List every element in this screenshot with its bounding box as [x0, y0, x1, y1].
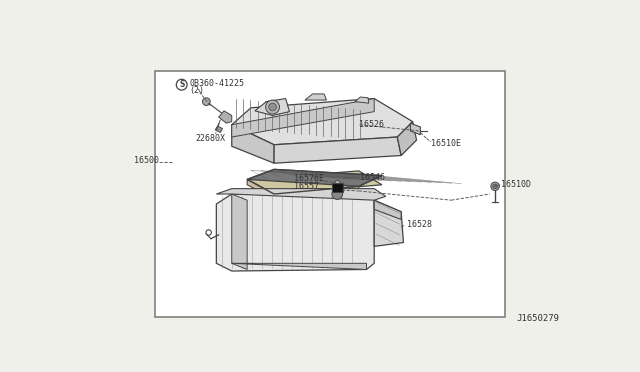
Text: 16576E: 16576E — [294, 174, 324, 183]
Circle shape — [269, 103, 276, 111]
Text: (2): (2) — [189, 86, 204, 94]
Polygon shape — [232, 194, 247, 269]
Polygon shape — [216, 126, 223, 132]
Polygon shape — [274, 137, 401, 163]
Polygon shape — [305, 94, 326, 100]
Circle shape — [335, 180, 340, 186]
Polygon shape — [255, 99, 289, 115]
Circle shape — [266, 100, 280, 114]
Text: 0B360-41225: 0B360-41225 — [189, 78, 244, 88]
Circle shape — [491, 182, 499, 190]
Polygon shape — [397, 122, 417, 155]
Polygon shape — [247, 179, 274, 199]
Text: 16500: 16500 — [134, 155, 159, 165]
Text: 22680X: 22680X — [196, 134, 225, 143]
Text: 16510D: 16510D — [501, 180, 531, 189]
Polygon shape — [355, 97, 369, 103]
Polygon shape — [216, 189, 386, 200]
Polygon shape — [232, 125, 274, 163]
Polygon shape — [247, 171, 382, 194]
Polygon shape — [247, 169, 382, 186]
Polygon shape — [410, 123, 420, 135]
Polygon shape — [374, 200, 401, 219]
Text: S: S — [179, 80, 184, 89]
Polygon shape — [219, 111, 232, 123]
Polygon shape — [216, 194, 374, 271]
Circle shape — [202, 98, 210, 106]
Polygon shape — [374, 200, 403, 246]
Text: 16526: 16526 — [359, 120, 384, 129]
FancyBboxPatch shape — [155, 71, 505, 317]
Circle shape — [332, 189, 342, 199]
Polygon shape — [232, 263, 367, 269]
Polygon shape — [232, 99, 413, 145]
Polygon shape — [274, 186, 359, 199]
Text: J1650279: J1650279 — [516, 314, 559, 323]
Circle shape — [493, 184, 497, 189]
FancyBboxPatch shape — [332, 183, 342, 192]
Polygon shape — [232, 99, 374, 137]
Text: 16510E: 16510E — [431, 139, 461, 148]
Text: 16528: 16528 — [406, 220, 431, 229]
Text: 16546: 16546 — [360, 173, 385, 182]
Text: 16557: 16557 — [294, 182, 319, 191]
